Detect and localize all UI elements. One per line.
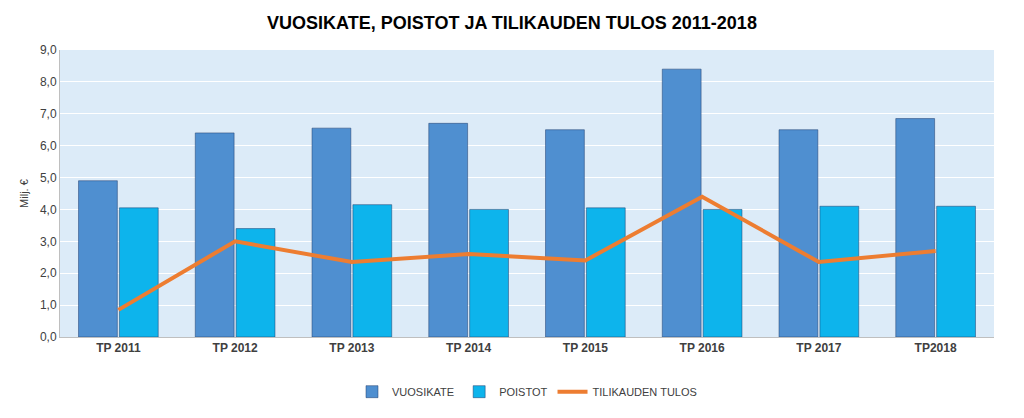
- svg-text:2,0: 2,0: [40, 266, 57, 280]
- svg-text:8,0: 8,0: [40, 75, 57, 89]
- svg-text:5,0: 5,0: [40, 171, 57, 185]
- svg-text:6,0: 6,0: [40, 139, 57, 153]
- svg-text:VUOSIKATE, POISTOT JA TILIKAUD: VUOSIKATE, POISTOT JA TILIKAUDEN TULOS 2…: [267, 13, 757, 33]
- svg-text:TP 2017: TP 2017: [796, 341, 841, 355]
- svg-text:TP 2013: TP 2013: [329, 341, 374, 355]
- svg-text:TP 2014: TP 2014: [446, 341, 491, 355]
- svg-text:3,0: 3,0: [40, 235, 57, 249]
- svg-text:Milj. €: Milj. €: [18, 179, 30, 208]
- svg-text:1,0: 1,0: [40, 298, 57, 312]
- svg-text:TP2018: TP2018: [915, 341, 957, 355]
- svg-text:4,0: 4,0: [40, 203, 57, 217]
- svg-text:POISTOT: POISTOT: [499, 386, 547, 398]
- svg-text:TP 2016: TP 2016: [680, 341, 725, 355]
- svg-text:9,0: 9,0: [40, 43, 57, 57]
- svg-text:0,0: 0,0: [40, 330, 57, 344]
- svg-text:TP 2012: TP 2012: [213, 341, 258, 355]
- svg-text:TP 2011: TP 2011: [96, 341, 141, 355]
- svg-text:TILIKAUDEN TULOS: TILIKAUDEN TULOS: [593, 386, 697, 398]
- svg-text:TP 2015: TP 2015: [563, 341, 608, 355]
- svg-text:7,0: 7,0: [40, 107, 57, 121]
- svg-text:VUOSIKATE: VUOSIKATE: [392, 386, 454, 398]
